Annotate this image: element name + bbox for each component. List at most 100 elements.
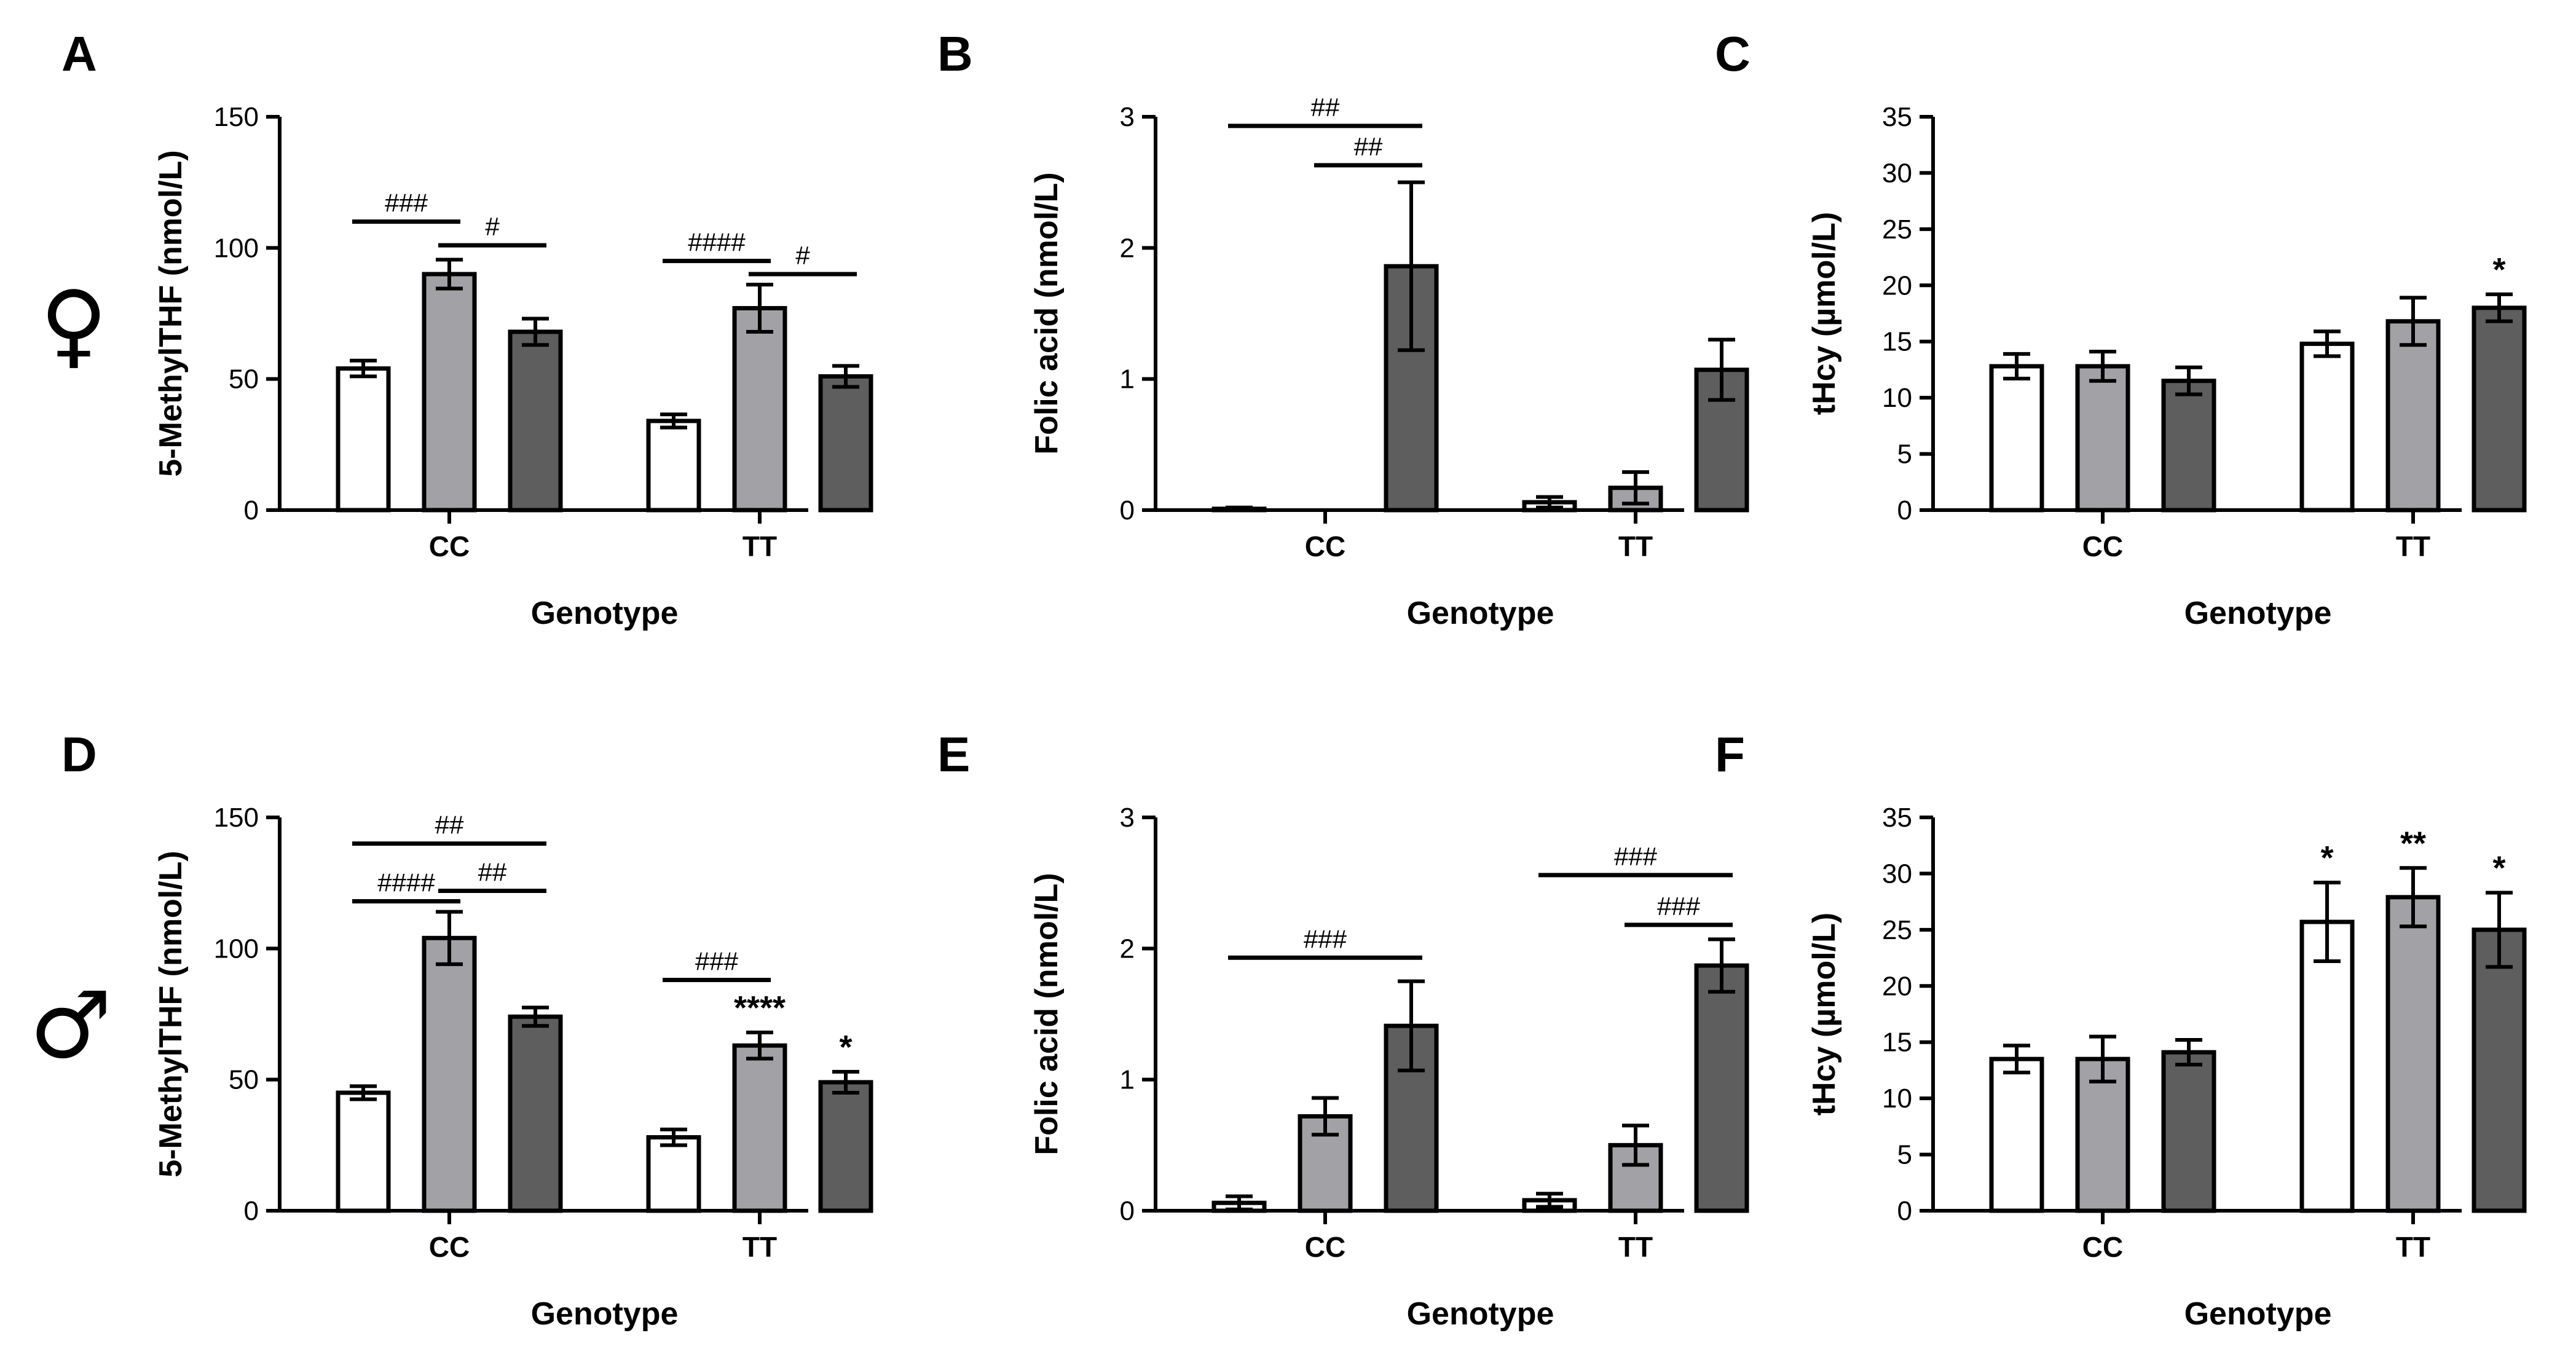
y-tick-label: 15	[1882, 327, 1912, 357]
x-category-label: TT	[742, 530, 777, 562]
x-category-label: CC	[1305, 530, 1345, 562]
significance-label: #	[485, 212, 500, 241]
y-tick-label: 0	[1897, 495, 1912, 525]
y-axis-title: tHcy (µmol/L)	[1806, 913, 1842, 1115]
y-tick-label: 20	[1882, 270, 1912, 301]
chart-panel-e: E 0 1 2 3 Folic acid (nmol/L) CC TT Genotype ### #…	[937, 727, 1749, 1332]
y-tick-label: 0	[244, 495, 259, 525]
bar	[2299, 919, 2355, 1213]
y-tick-label: 100	[214, 233, 259, 263]
significance-asterisk: *	[2320, 840, 2333, 876]
bar	[2161, 379, 2216, 513]
x-axis-title: Genotype	[2184, 596, 2332, 631]
panel-letter: B	[937, 26, 973, 81]
significance-asterisk: *	[2492, 850, 2505, 887]
bar	[732, 305, 787, 513]
chart-panel-d: D 0 50 100 150 5-MethylTHF (nmol/L) CC TT Genoty…	[61, 727, 873, 1332]
y-tick-label: 25	[1882, 915, 1912, 945]
bar	[2075, 364, 2130, 513]
x-axis-title: Genotype	[531, 596, 679, 631]
y-tick-label: 30	[1882, 158, 1912, 188]
bar	[2472, 927, 2527, 1213]
bar	[2385, 319, 2441, 513]
panel-letter: D	[61, 727, 97, 782]
panel-letter: E	[937, 727, 970, 782]
significance-label: ####	[688, 228, 746, 257]
y-tick-label: 3	[1120, 803, 1135, 833]
bar	[646, 419, 701, 513]
panel-letter: C	[1715, 26, 1751, 81]
x-category-label: TT	[2396, 1231, 2430, 1263]
bar	[422, 935, 477, 1213]
x-category-label: CC	[429, 1231, 470, 1263]
significance-label: ##	[1354, 132, 1383, 161]
bar	[646, 1135, 701, 1213]
y-tick-label: 0	[1120, 1196, 1135, 1226]
y-tick-label: 2	[1120, 934, 1135, 964]
y-tick-label: 5	[1897, 1140, 1912, 1170]
x-axis-title: Genotype	[531, 1296, 679, 1332]
x-axis-title: Genotype	[2184, 1296, 2332, 1332]
y-tick-label: 150	[214, 102, 259, 132]
y-axis-title: 5-MethylTHF (nmol/L)	[153, 851, 189, 1178]
y-tick-label: 150	[214, 803, 259, 833]
x-category-label: TT	[1618, 530, 1653, 562]
x-category-label: TT	[2396, 530, 2430, 562]
y-tick-label: 30	[1882, 859, 1912, 889]
significance-label: ###	[1614, 842, 1658, 871]
significance-label: ###	[695, 947, 739, 976]
chart-panel-c: C 0 5 10 15 20 25 30 35 tHcy (µmol/L) CC TT Genotype…	[1715, 26, 2527, 631]
y-tick-label: 1	[1120, 364, 1135, 395]
panel-letter: F	[1715, 727, 1745, 782]
significance-asterisk: *	[839, 1029, 852, 1066]
chart-panel-b: B 0 1 2 3 Folic acid (nmol/L) CC TT Genotype ## ##	[937, 26, 1749, 631]
bar	[2161, 1050, 2216, 1213]
bar	[422, 272, 477, 513]
significance-asterisk: ****	[734, 989, 786, 1026]
y-tick-label: 100	[214, 934, 259, 964]
bar	[2472, 305, 2527, 513]
y-tick-label: 20	[1882, 971, 1912, 1001]
significance-label: #	[795, 241, 810, 270]
y-axis-title: tHcy (µmol/L)	[1806, 212, 1842, 415]
panel-letter: A	[61, 26, 97, 81]
x-category-label: TT	[742, 1231, 777, 1263]
x-category-label: CC	[429, 530, 470, 562]
significance-label: ####	[377, 868, 435, 897]
x-axis-title: Genotype	[1407, 1296, 1554, 1332]
y-tick-label: 0	[1897, 1196, 1912, 1226]
female-symbol: ♀	[40, 272, 108, 379]
bar	[508, 1014, 563, 1213]
x-category-label: CC	[2082, 530, 2123, 562]
significance-label: ###	[1657, 892, 1701, 921]
y-tick-label: 1	[1120, 1065, 1135, 1095]
bar	[336, 366, 391, 513]
y-tick-label: 35	[1882, 102, 1912, 132]
significance-label: ##	[478, 857, 507, 886]
bar	[336, 1090, 391, 1213]
y-tick-label: 10	[1882, 383, 1912, 413]
significance-label: ###	[385, 189, 428, 218]
y-tick-label: 25	[1882, 214, 1912, 245]
male-symbol: ♂	[30, 972, 112, 1079]
y-axis-title: 5-MethylTHF (nmol/L)	[153, 150, 189, 477]
y-tick-label: 10	[1882, 1084, 1912, 1114]
significance-label: ##	[1311, 93, 1340, 122]
y-tick-label: 35	[1882, 803, 1912, 833]
y-tick-label: 2	[1120, 233, 1135, 263]
x-category-label: TT	[1618, 1231, 1653, 1263]
significance-asterisk: *	[2492, 251, 2505, 288]
y-axis-title: Folic acid (nmol/L)	[1029, 172, 1065, 454]
chart-panel-a: A 0 50 100 150 5-MethylTHF (nmol/L) CC TT Genoty…	[61, 26, 873, 631]
x-category-label: CC	[1305, 1231, 1345, 1263]
significance-asterisk: **	[2400, 825, 2426, 862]
bar	[2075, 1056, 2130, 1213]
bar	[508, 329, 563, 513]
y-axis-title: Folic acid (nmol/L)	[1029, 873, 1065, 1155]
bar	[818, 1080, 873, 1213]
y-tick-label: 5	[1897, 439, 1912, 470]
significance-label: ###	[1304, 924, 1347, 953]
y-tick-label: 3	[1120, 102, 1135, 132]
